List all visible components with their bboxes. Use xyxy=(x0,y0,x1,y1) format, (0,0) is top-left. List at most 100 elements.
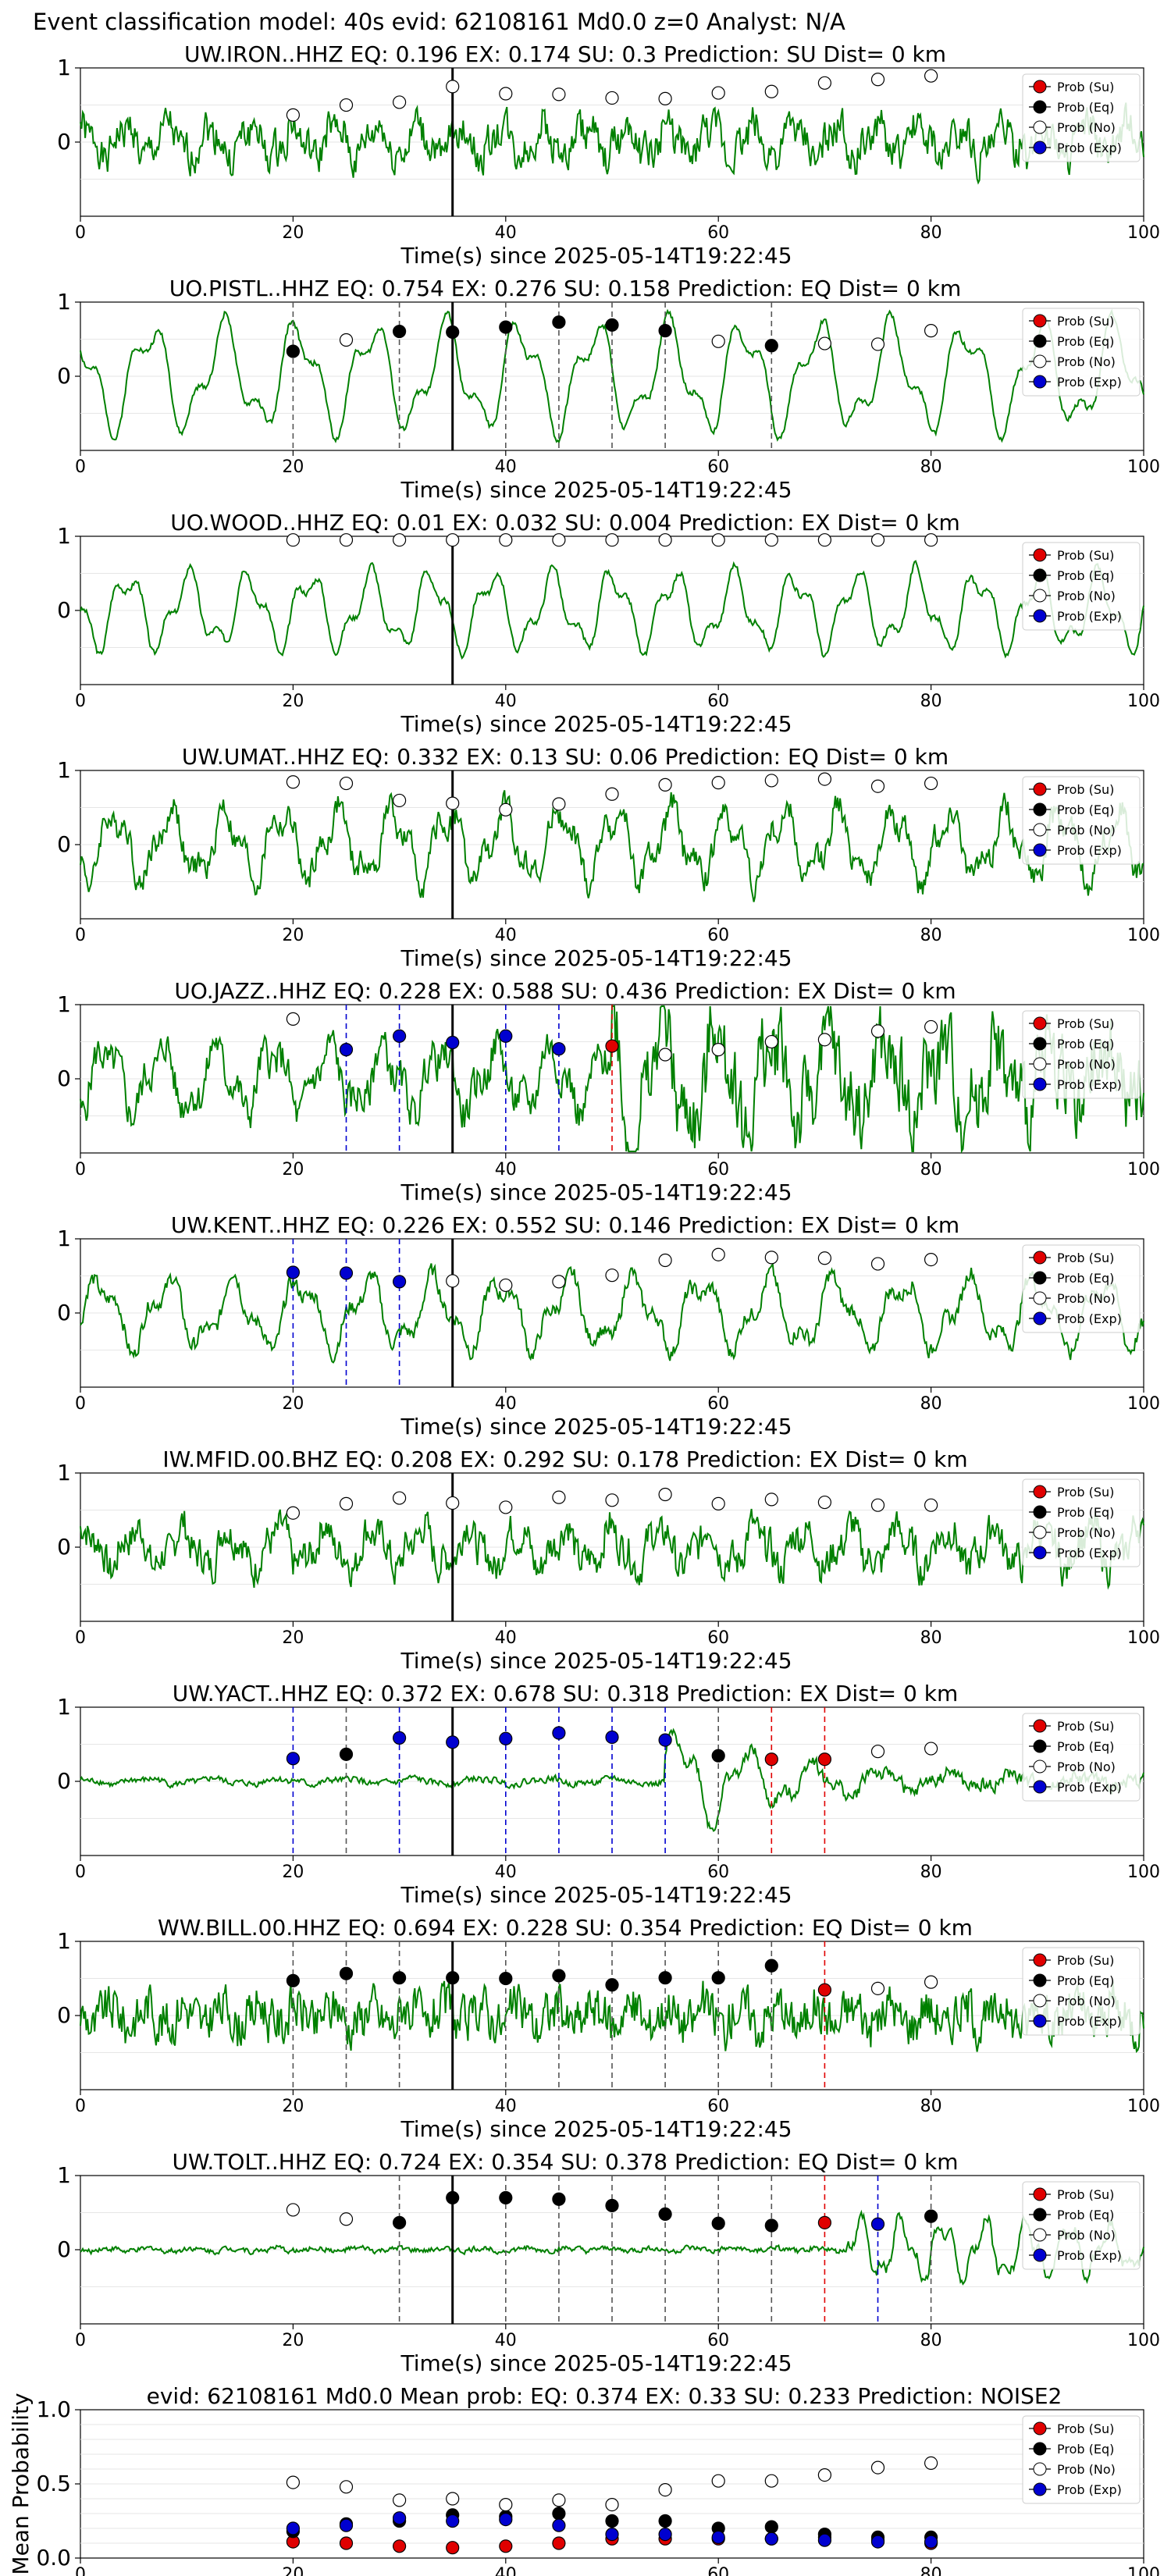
mean-point-no xyxy=(605,2498,619,2512)
prob-point-eq xyxy=(286,1973,300,1987)
mean-point-su xyxy=(393,2539,407,2553)
seismic-trace xyxy=(80,2209,1144,2286)
x-tick-label: 40 xyxy=(495,457,517,477)
x-tick-label: 20 xyxy=(282,2331,304,2350)
legend-marker-eq xyxy=(1033,568,1047,582)
y-tick-label: 0 xyxy=(57,597,71,623)
mean-point-exp xyxy=(552,2518,566,2532)
x-tick-label: 80 xyxy=(920,1160,942,1179)
prob-point-no xyxy=(446,1274,460,1288)
legend-label: Prob (Su) xyxy=(1057,1953,1114,1968)
prob-point-no xyxy=(286,2203,300,2217)
y-tick-label: 1 xyxy=(57,55,71,80)
prob-point-no xyxy=(870,1498,885,1512)
station-panel: UO.PISTL..HHZ EQ: 0.754 EX: 0.276 SU: 0.… xyxy=(57,276,1160,503)
prob-point-eq xyxy=(339,1966,354,1980)
mean-point-su xyxy=(552,2536,566,2550)
panel-title: IW.MFID.00.BHZ EQ: 0.208 EX: 0.292 SU: 0… xyxy=(162,1446,967,1472)
legend: Prob (Su) Prob (Eq) Prob (No) Prob (Exp) xyxy=(1022,1947,1141,2036)
prob-point-su xyxy=(817,2215,832,2229)
prob-point-no xyxy=(339,2212,354,2226)
x-tick-label: 0 xyxy=(75,223,86,243)
x-axis-label: Time(s) since 2025-05-14T19:22:45 xyxy=(400,477,792,503)
mean-probability-panel: evid: 62108161 Md0.0 Mean prob: EQ: 0.37… xyxy=(8,2383,1160,2576)
station-panel: UW.YACT..HHZ EQ: 0.372 EX: 0.678 SU: 0.3… xyxy=(57,1681,1160,1908)
x-tick-label: 100 xyxy=(1127,1863,1160,1882)
y-tick-label: 0.0 xyxy=(36,2545,71,2571)
x-tick-label: 100 xyxy=(1127,2565,1160,2576)
x-tick-label: 60 xyxy=(707,457,729,477)
x-tick-label: 100 xyxy=(1127,926,1160,945)
legend-label: Prob (No) xyxy=(1057,1291,1116,1306)
legend-label: Prob (Eq) xyxy=(1057,1271,1114,1286)
legend-marker-su xyxy=(1033,1953,1047,1967)
prob-point-no xyxy=(870,533,885,547)
prob-point-no xyxy=(446,1496,460,1510)
x-axis-label: Time(s) since 2025-05-14T19:22:45 xyxy=(400,711,792,737)
prob-point-no xyxy=(286,533,300,547)
legend-label: Prob (Su) xyxy=(1057,1485,1114,1500)
legend-frame xyxy=(1022,776,1141,865)
legend-frame xyxy=(1022,73,1141,162)
legend-label: Prob (No) xyxy=(1057,354,1116,369)
seismic-trace xyxy=(80,560,1144,660)
legend-marker-no xyxy=(1033,1291,1047,1305)
x-tick-label: 40 xyxy=(495,2565,517,2576)
x-tick-label: 60 xyxy=(707,926,729,945)
legend-marker-exp xyxy=(1033,1780,1047,1794)
legend-label: Prob (Su) xyxy=(1057,314,1114,329)
prob-point-no xyxy=(286,108,300,122)
legend-label: Prob (Su) xyxy=(1057,548,1114,563)
prob-point-exp xyxy=(393,1275,407,1289)
mean-point-exp xyxy=(499,2513,513,2527)
x-axis-label: Time(s) since 2025-05-14T19:22:45 xyxy=(400,2350,792,2376)
prob-point-eq xyxy=(658,1971,672,1985)
y-tick-label: 0 xyxy=(57,1534,71,1560)
legend-label: Prob (Eq) xyxy=(1057,100,1114,115)
prob-point-no xyxy=(817,1033,832,1047)
y-tick-label: 0 xyxy=(57,363,71,389)
prob-point-no xyxy=(870,73,885,87)
panel-title: UO.PISTL..HHZ EQ: 0.754 EX: 0.276 SU: 0.… xyxy=(169,276,962,301)
prob-point-no xyxy=(393,1491,407,1505)
prob-point-no xyxy=(870,1981,885,1995)
prob-point-no xyxy=(499,1278,513,1293)
prob-point-exp xyxy=(605,1730,619,1745)
legend-label: Prob (Eq) xyxy=(1057,2208,1114,2222)
mean-point-exp xyxy=(339,2518,354,2532)
prob-point-eq xyxy=(499,1971,513,1986)
mean-point-no xyxy=(764,2474,778,2488)
panel-title: UW.KENT..HHZ EQ: 0.226 EX: 0.552 SU: 0.1… xyxy=(171,1212,959,1238)
x-tick-label: 20 xyxy=(282,223,304,243)
legend-marker-su xyxy=(1033,314,1047,328)
prob-point-no xyxy=(446,80,460,94)
legend-marker-no xyxy=(1033,1759,1047,1774)
prob-point-no xyxy=(552,1490,566,1504)
prob-point-no xyxy=(924,69,938,83)
prob-point-no xyxy=(339,533,354,547)
mean-point-no xyxy=(446,2492,460,2506)
prob-point-no xyxy=(339,776,354,791)
mean-point-no xyxy=(499,2498,513,2512)
legend-marker-su xyxy=(1033,1251,1047,1265)
x-tick-label: 20 xyxy=(282,692,304,711)
prob-point-exp xyxy=(393,1731,407,1745)
legend-label: Prob (No) xyxy=(1057,589,1116,603)
prob-point-eq xyxy=(552,1969,566,1983)
mean-point-su xyxy=(339,2536,354,2550)
legend-label: Prob (Eq) xyxy=(1057,1973,1114,1988)
legend-marker-eq xyxy=(1033,1505,1047,1519)
legend-frame xyxy=(1022,1947,1141,2036)
prob-point-no xyxy=(499,1500,513,1514)
x-tick-label: 100 xyxy=(1127,1160,1160,1179)
panel-title: UW.IRON..HHZ EQ: 0.196 EX: 0.174 SU: 0.3… xyxy=(184,41,946,67)
station-panel: UW.UMAT..HHZ EQ: 0.332 EX: 0.13 SU: 0.06… xyxy=(57,744,1160,971)
legend: Prob (Su) Prob (Eq) Prob (No) Prob (Exp) xyxy=(1022,1478,1141,1567)
x-tick-label: 20 xyxy=(282,1160,304,1179)
prob-point-no xyxy=(924,1498,938,1512)
y-tick-label: 0 xyxy=(57,1300,71,1325)
prob-point-no xyxy=(711,1043,725,1057)
x-tick-label: 100 xyxy=(1127,1628,1160,1648)
mean-point-su xyxy=(499,2539,513,2553)
prob-point-no xyxy=(446,796,460,810)
